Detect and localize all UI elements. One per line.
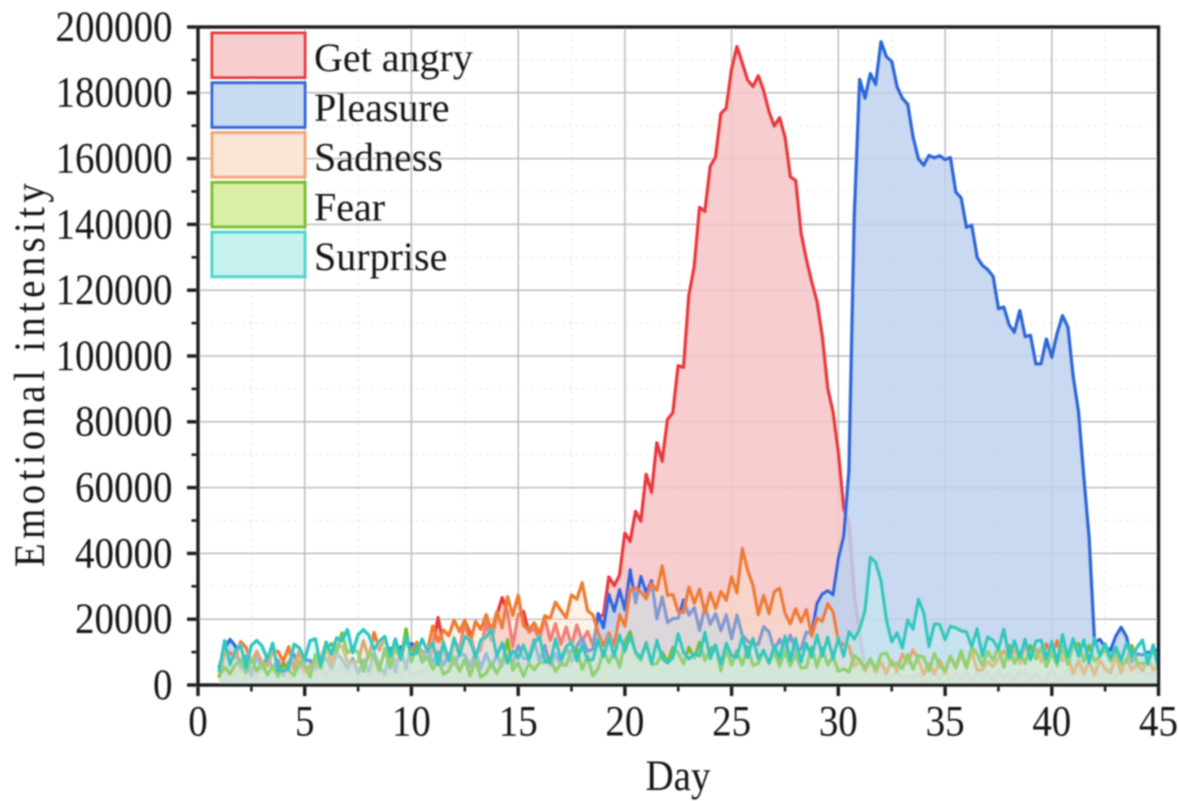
svg-text:100000: 100000 [56,331,173,379]
svg-text:Surprise: Surprise [314,234,447,279]
svg-text:15: 15 [499,697,538,745]
svg-text:20000: 20000 [75,594,172,642]
svg-text:25: 25 [712,697,751,745]
svg-text:40: 40 [1032,697,1071,745]
svg-text:Sadness: Sadness [314,135,443,180]
svg-text:60000: 60000 [75,463,172,511]
svg-text:Pleasure: Pleasure [314,85,450,130]
svg-text:Emotional intensity: Emotional intensity [5,179,53,567]
svg-text:5: 5 [295,697,315,745]
svg-text:0: 0 [153,660,173,708]
svg-text:80000: 80000 [75,397,172,445]
svg-text:Fear: Fear [314,184,385,229]
svg-text:35: 35 [926,697,965,745]
svg-text:20: 20 [605,697,644,745]
svg-text:140000: 140000 [56,200,173,248]
svg-text:Get angry: Get angry [314,35,473,80]
svg-text:160000: 160000 [56,134,173,182]
svg-text:200000: 200000 [56,2,173,50]
svg-text:40000: 40000 [75,529,172,577]
svg-text:120000: 120000 [56,265,173,313]
svg-text:10: 10 [392,697,431,745]
svg-text:Day: Day [646,751,711,799]
svg-text:180000: 180000 [56,68,173,116]
svg-text:45: 45 [1139,697,1178,745]
svg-text:0: 0 [188,697,208,745]
svg-text:30: 30 [819,697,858,745]
